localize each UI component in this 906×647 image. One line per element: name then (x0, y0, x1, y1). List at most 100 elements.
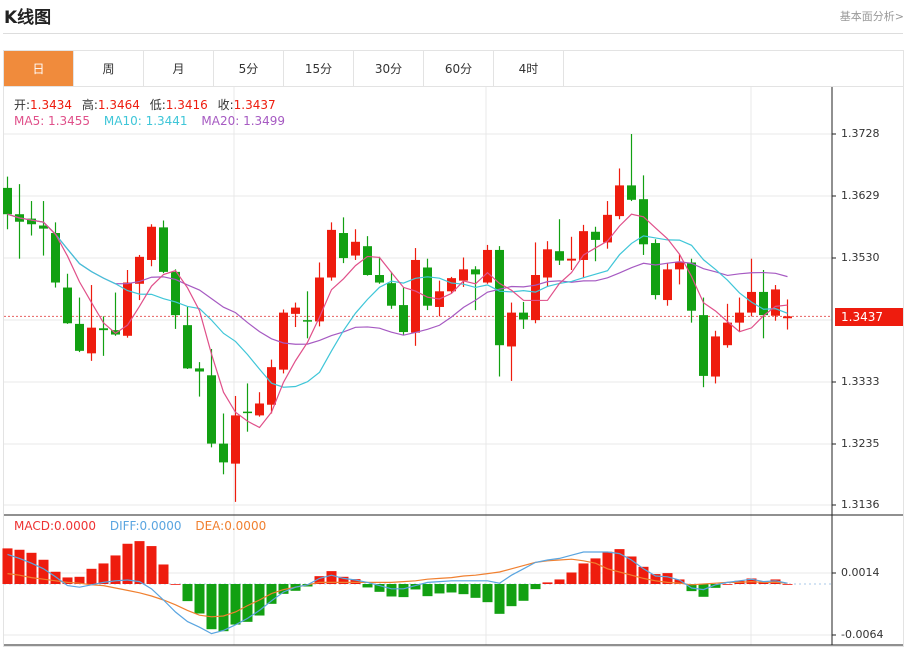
macd-bar (206, 584, 217, 630)
macd-bar (314, 576, 325, 584)
candle-up (291, 307, 300, 314)
macd-bar (482, 584, 493, 603)
macd-bar (710, 584, 721, 588)
tab-30min[interactable]: 30分 (354, 51, 424, 87)
low-label: 低: (149, 98, 166, 112)
fundamental-analysis-link[interactable]: 基本面分析> (839, 10, 904, 23)
macd-bar (530, 584, 541, 590)
tab-day[interactable]: 日 (4, 51, 74, 87)
tab-4hour[interactable]: 4时 (494, 51, 564, 87)
macd-bar (242, 584, 253, 622)
candle-up (735, 312, 744, 323)
macd-bar (626, 556, 637, 584)
period-tabs: 日 周 月 5分 15分 30分 60分 4时 (3, 50, 904, 87)
price-tick: 1.3530 (841, 251, 880, 264)
macd-bar (110, 555, 121, 584)
candle-down (651, 243, 660, 296)
macd-bar (662, 573, 673, 584)
macd-bar (278, 584, 289, 594)
macd-bar (494, 584, 505, 614)
candle-down (207, 375, 216, 444)
macd-bar (230, 584, 241, 625)
candle-down (387, 283, 396, 306)
macd-bar (470, 584, 481, 598)
open-value: 1.3434 (30, 98, 73, 112)
candle-down (759, 291, 768, 316)
candle-down (195, 368, 204, 372)
ohlc-readout: 开:1.3434 高:1.3464 低:1.3416 收:1.3437 (14, 96, 282, 113)
price-tick: 1.3333 (841, 375, 880, 388)
candle-down (423, 267, 432, 306)
candle-down (339, 233, 348, 259)
candle-up (123, 282, 132, 336)
candle-down (687, 262, 696, 311)
macd-bar (14, 549, 25, 584)
macd-bar (782, 584, 793, 585)
candle-down (555, 251, 564, 261)
candle-down (303, 320, 312, 322)
macd-bar (326, 571, 337, 584)
macd-bar (122, 543, 133, 584)
ma20-line (7, 213, 788, 345)
macd-bar (554, 579, 565, 584)
macd-bar (2, 548, 13, 584)
macd-bar (218, 584, 229, 632)
price-tick: 1.3136 (841, 498, 880, 511)
macd-bar (566, 572, 577, 584)
candle-down (27, 218, 36, 225)
candle-down (63, 287, 72, 324)
candle-up (147, 226, 156, 260)
candle-down (183, 325, 192, 369)
candle-up (783, 316, 792, 319)
tab-month[interactable]: 月 (144, 51, 214, 87)
candle-up (531, 275, 540, 321)
candle-down (99, 328, 108, 331)
candle-up (675, 262, 684, 270)
macd-bar (590, 558, 601, 584)
tab-5min[interactable]: 5分 (214, 51, 284, 87)
macd-bar (350, 579, 361, 584)
price-tick: 1.3629 (841, 189, 880, 202)
macd-bar (74, 576, 85, 584)
divider (3, 33, 903, 34)
candle-down (399, 305, 408, 333)
close-value: 1.3437 (233, 98, 276, 112)
candle-up (603, 214, 612, 243)
candle-up (507, 312, 516, 347)
macd-bar (26, 552, 37, 584)
tab-week[interactable]: 周 (74, 51, 144, 87)
macd-tick: 0.0014 (841, 566, 880, 579)
macd-bar (446, 584, 457, 593)
ma5-value: MA5: 1.3455 (14, 114, 91, 128)
tab-15min[interactable]: 15分 (284, 51, 354, 87)
candle-up (615, 185, 624, 217)
candle-down (699, 315, 708, 376)
tab-60min[interactable]: 60分 (424, 51, 494, 87)
macd-bar (650, 574, 661, 584)
macd-bar (458, 584, 469, 595)
macd-bar (542, 582, 553, 584)
macd-bar (614, 549, 625, 584)
candle-down (627, 185, 636, 200)
macd-bar (50, 571, 61, 584)
high-value: 1.3464 (97, 98, 140, 112)
macd-bar (770, 579, 781, 584)
candle-up (411, 259, 420, 333)
macd-bar (86, 568, 97, 584)
candle-down (591, 231, 600, 240)
candle-down (363, 246, 372, 276)
low-value: 1.3416 (165, 98, 208, 112)
price-tick: 1.3235 (841, 437, 880, 450)
candle-up (771, 289, 780, 316)
macd-bar (506, 584, 517, 607)
macd-bar (362, 584, 373, 588)
macd-bar (338, 576, 349, 584)
candle-up (315, 277, 324, 322)
candle-up (663, 269, 672, 301)
macd-bar (578, 563, 589, 584)
current-price-tag: 1.3437 (835, 308, 903, 326)
macd-bar (374, 584, 385, 592)
macd-bar (434, 584, 445, 594)
macd-bar (182, 584, 193, 602)
